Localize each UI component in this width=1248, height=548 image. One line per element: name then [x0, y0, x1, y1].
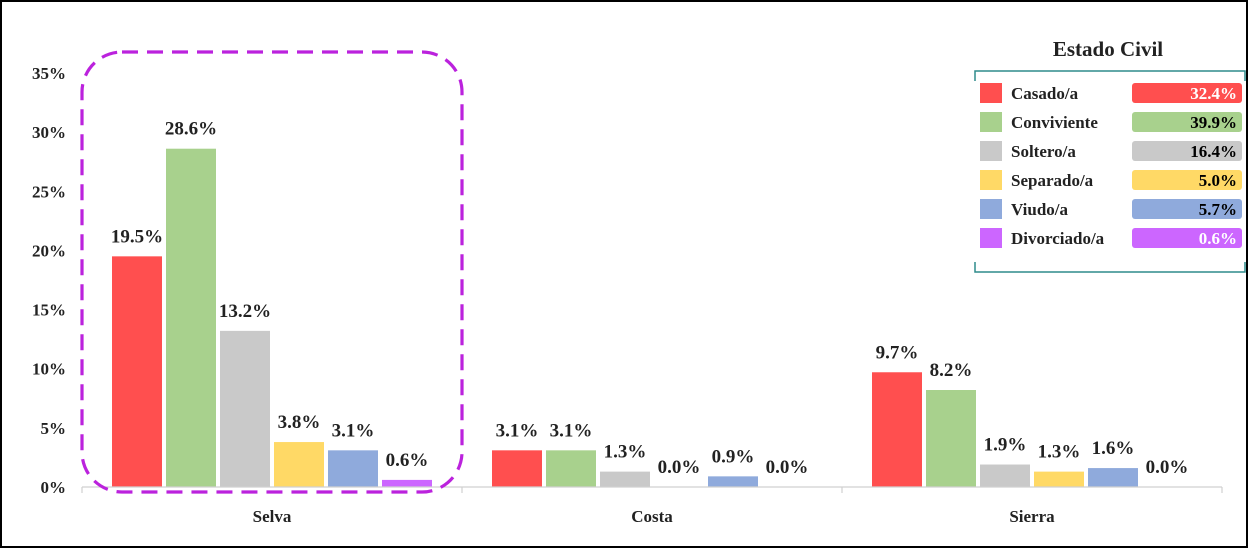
data-label: 8.2% [930, 360, 973, 381]
data-label: 3.1% [332, 420, 375, 441]
data-label: 0.0% [766, 457, 809, 478]
data-labels: 19.5% 28.6% 13.2% 3.8% 3.1% 0.6% 3.1% 3.1% 1.3% 0… [111, 119, 1189, 478]
bar-sierra-1 [926, 390, 976, 487]
data-label: 3.1% [496, 420, 539, 441]
data-label: 13.2% [219, 301, 271, 322]
y-tick-label: 0% [41, 478, 67, 497]
legend-item-label: Separado/a [1011, 171, 1094, 190]
legend-swatch [980, 170, 1002, 190]
legend-swatch [980, 83, 1002, 103]
y-tick-label: 30% [32, 123, 66, 142]
bar-selva-0 [112, 256, 162, 487]
legend-item-label: Conviviente [1011, 113, 1098, 132]
legend-swatch [980, 141, 1002, 161]
legend-total-badge [1132, 228, 1242, 248]
legend-total-badge [1132, 170, 1242, 190]
selva-highlight-box [80, 50, 464, 494]
x-category-label: Selva [253, 507, 292, 526]
bar-sierra-2 [980, 464, 1030, 487]
legend-title: Estado Civil [1053, 37, 1163, 61]
x-category-label: Sierra [1009, 507, 1055, 526]
y-tick-label: 25% [32, 182, 66, 201]
data-label: 0.6% [386, 450, 429, 471]
bar-costa-4 [708, 476, 758, 487]
legend-swatch [980, 112, 1002, 132]
bar-selva-3 [274, 442, 324, 487]
legend-item-label: Divorciado/a [1011, 229, 1105, 248]
data-label: 0.0% [1146, 457, 1189, 478]
data-label: 0.9% [712, 446, 755, 467]
bar-costa-2 [600, 471, 650, 487]
legend-total-value: 5.0% [1199, 171, 1237, 190]
legend-total-badge [1132, 112, 1242, 132]
y-axis: 0% 5% 10% 15% 20% 25% 30% 35% [32, 64, 66, 497]
legend-item-label: Casado/a [1011, 84, 1079, 103]
bar-selva-2 [220, 330, 270, 487]
legend-swatch [980, 228, 1002, 248]
bar-series [112, 148, 1138, 487]
data-label: 9.7% [876, 342, 919, 363]
legend-total-value: 39.9% [1190, 113, 1237, 132]
highlight-dashed-box [80, 50, 464, 494]
legend-total-badge [1132, 141, 1242, 161]
y-tick-label: 15% [32, 301, 66, 320]
bar-sierra-3 [1034, 471, 1084, 487]
y-tick-label: 35% [32, 64, 66, 83]
legend-swatch [980, 199, 1002, 219]
bar-sierra-4 [1088, 468, 1138, 487]
data-label: 1.3% [1038, 442, 1081, 463]
legend-total-badge [1132, 83, 1242, 103]
legend-total-value: 32.4% [1190, 84, 1237, 103]
bar-costa-1 [546, 450, 596, 487]
y-tick-label: 10% [32, 360, 66, 379]
y-tick-label: 5% [41, 419, 67, 438]
data-label: 19.5% [111, 226, 163, 247]
y-tick-label: 20% [32, 241, 66, 260]
legend: Estado Civil Casado/a 32.4% Conviviente 39.9… [974, 37, 1246, 273]
bar-costa-0 [492, 450, 542, 487]
data-label: 3.8% [278, 412, 321, 433]
bar-sierra-0 [872, 372, 922, 487]
x-category-label: Costa [631, 507, 673, 526]
legend-total-badge [1132, 199, 1242, 219]
data-label: 1.6% [1092, 438, 1135, 459]
data-label: 3.1% [550, 420, 593, 441]
data-label: 1.3% [604, 442, 647, 463]
legend-total-value: 0.6% [1199, 229, 1237, 248]
legend-bracket-top [974, 70, 1246, 81]
data-label: 1.9% [984, 435, 1027, 456]
legend-item-label: Viudo/a [1011, 200, 1069, 219]
legend-bracket-bottom [974, 262, 1246, 273]
bar-selva-4 [328, 450, 378, 487]
bar-selva-1 [166, 148, 216, 487]
legend-item-label: Soltero/a [1011, 142, 1076, 161]
legend-total-value: 5.7% [1199, 200, 1237, 219]
data-label: 0.0% [658, 457, 701, 478]
x-axis: Selva Costa Sierra [81, 486, 1223, 526]
legend-total-value: 16.4% [1190, 142, 1237, 161]
data-label: 28.6% [165, 119, 217, 140]
bar-selva-5 [382, 479, 432, 487]
